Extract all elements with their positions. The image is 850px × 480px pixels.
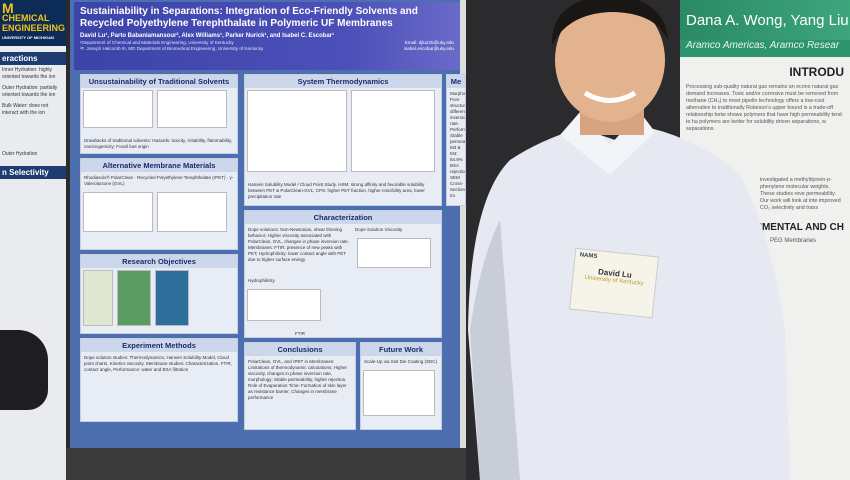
panel-body: Morphology: Pore structure differences, … xyxy=(450,91,466,198)
figure xyxy=(157,90,227,128)
figure xyxy=(247,90,347,172)
affiliation: ¹Department of Chemical and Materials En… xyxy=(80,40,234,45)
right-authors: Dana A. Wong, Yang Liu, a xyxy=(680,0,850,40)
panel-body: Rhodiasolv® PolarClean · Recycled Polyet… xyxy=(84,175,234,186)
panel-title: Me xyxy=(447,75,465,88)
panel-conclusions: Conclusions PolarClean, GVL, and rPET in … xyxy=(244,342,356,430)
panel-title: Experiment Methods xyxy=(81,339,237,352)
figure-label: Hydrophilicity xyxy=(248,278,275,283)
panel-future-work: Future Work Scale-Up via Slot Die Coating… xyxy=(360,342,442,430)
figure xyxy=(363,370,435,416)
person xyxy=(468,0,790,480)
panel-body: PolarClean, GVL, and rPET in Membranes: … xyxy=(248,359,348,400)
panel-body: Scale-Up via Slot Die Coating (SDC) xyxy=(364,359,438,364)
face xyxy=(555,0,665,122)
smile xyxy=(583,90,637,103)
emails: Email: djlu225@uky.edu isabel.escobar@uky… xyxy=(404,40,454,52)
panel-title: Alternative Membrane Materials xyxy=(81,159,237,172)
note: Inner Hydration: highly oriented towards… xyxy=(2,67,56,80)
affiliations: ¹Department of Chemical and Materials En… xyxy=(80,40,263,52)
name-badge: NAMS David Lu University of Kentucky xyxy=(568,247,660,319)
panel-materials: Alternative Membrane Materials Rhodiasolv… xyxy=(80,158,238,250)
panel-title: System Thermodynamics xyxy=(245,75,441,88)
dark-sleeve xyxy=(0,330,48,410)
main-poster: Sustainiability in Separations: Integrat… xyxy=(70,0,466,448)
right-intro2: investigated a methyldynein-p-phenylene … xyxy=(760,177,841,211)
right-intro: Processing sub-quality natural gas remai… xyxy=(686,84,842,132)
figure-label: FTIR xyxy=(295,331,305,336)
panel-body: Dope solutions: Non-Newtonian, shear thi… xyxy=(248,227,350,262)
panel-objectives: Research Objectives xyxy=(80,254,238,334)
floor-edge xyxy=(66,448,466,480)
section-header: eractions xyxy=(0,52,66,65)
panel-body: Dope solution studies: Thermodynamics, H… xyxy=(84,355,232,372)
figure xyxy=(83,270,113,326)
poster-title: Sustainiability in Separations: Integrat… xyxy=(80,6,418,29)
right-heading: INTRODU xyxy=(789,65,844,79)
figure xyxy=(155,270,189,326)
panel-title: Conclusions xyxy=(245,343,355,356)
section-header: n Selectivity xyxy=(0,166,66,179)
figure xyxy=(351,90,435,172)
badge-org: NAMS xyxy=(579,252,598,261)
panel-thermodynamics: System Thermodynamics Hansen Solubility M… xyxy=(244,74,442,206)
right-sub: PEG Membranes xyxy=(770,238,817,244)
poster-title-band: Sustainiability in Separations: Integrat… xyxy=(74,2,460,70)
email: Email: djlu225@uky.edu xyxy=(404,40,454,45)
michigan-logo: M xyxy=(2,0,14,16)
note: Outer Hydration: partially oriented towa… xyxy=(2,85,58,98)
panel-characterization: Characterization Dope solutions: Non-Newt… xyxy=(244,210,442,338)
shadow xyxy=(470,220,520,480)
panel-title: Unsustainability of Traditional Solvents xyxy=(81,75,237,88)
dept-label: CHEMICAL ENGINEERING xyxy=(2,13,66,33)
affiliation-row: ¹Department of Chemical and Materials En… xyxy=(80,40,454,52)
note: Bulk Water: does not interact with the i… xyxy=(2,103,49,116)
figure xyxy=(83,192,153,232)
panel-title: Research Objectives xyxy=(81,255,237,268)
panel-body: Drawbacks of traditional solvents: Hazar… xyxy=(84,138,233,149)
note: Outer Hydration xyxy=(2,151,38,157)
panel-title: Future Work xyxy=(361,343,441,356)
figure-label: Dope Solution Viscosity xyxy=(355,227,403,232)
hair xyxy=(551,0,668,45)
panel-body: Hansen Solubility Model / Cloud Point St… xyxy=(248,182,425,199)
poster-authors: David Lu¹, Parto Babaniamansour², Alex W… xyxy=(80,33,335,39)
panel-methods: Experiment Methods Dope solution studies:… xyxy=(80,338,238,422)
email: isabel.escobar@uky.edu xyxy=(403,46,454,51)
figure xyxy=(83,90,153,128)
figure xyxy=(157,192,227,232)
panel-solvents: Unsustainability of Traditional Solvents… xyxy=(80,74,238,154)
panel-membrane: Me Morphology: Pore structure differences… xyxy=(446,74,466,206)
affiliation: ²F. Joseph Halcomb III, MD Department of… xyxy=(80,46,264,51)
univ-label: UNIVERSITY OF MICHIGAN xyxy=(2,35,54,40)
right-affiliation: Aramco Americas, Aramco Resear xyxy=(680,40,850,57)
panel-title: Characterization xyxy=(245,211,441,224)
right-heading2: IMENTAL AND CH xyxy=(759,222,844,233)
michigan-header: M CHEMICAL ENGINEERING UNIVERSITY OF MIC… xyxy=(0,0,66,46)
figure xyxy=(247,289,321,321)
figure xyxy=(117,270,151,326)
figure xyxy=(357,238,431,268)
